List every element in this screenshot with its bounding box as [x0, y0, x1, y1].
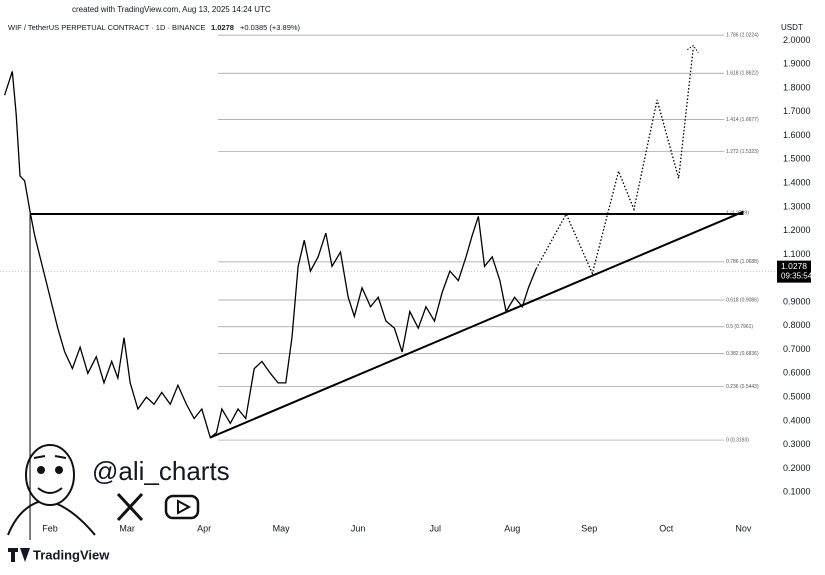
fib-label: 0.5 (0.7961) — [726, 324, 753, 330]
y-tick-label: 0.6000 — [783, 368, 811, 378]
currency: USDT — [781, 23, 803, 32]
brand: TradingView — [33, 547, 110, 562]
price-box-time: 09:35:54 — [781, 272, 813, 281]
watermark: @ali_charts — [92, 456, 230, 486]
y-tick-label: 0.1000 — [783, 487, 811, 497]
y-tick-label: 1.7000 — [783, 106, 811, 116]
price-line — [4, 71, 537, 439]
y-tick-label: 1.9000 — [783, 59, 811, 69]
y-tick-label: 2.0000 — [783, 35, 811, 45]
youtube-icon — [164, 494, 200, 520]
x-tick-label: May — [273, 523, 291, 533]
y-tick-label: 1.4000 — [783, 178, 811, 188]
x-tick-label: Mar — [119, 523, 135, 533]
created-note: created with TradingView.com, Aug 13, 20… — [72, 5, 271, 14]
tv-logo — [8, 548, 30, 562]
y-tick-label: 1.6000 — [783, 130, 811, 140]
fib-label: 1.618 (1.8622) — [726, 71, 759, 77]
fib-label: 0 (0.3193) — [726, 437, 749, 443]
y-tick-label: 0.8000 — [783, 320, 811, 330]
price-box-value: 1.0278 — [781, 261, 807, 271]
y-tick-label: 0.7000 — [783, 344, 811, 354]
y-tick-label: 0.9000 — [783, 296, 811, 306]
y-tick-label: 0.4000 — [783, 415, 811, 425]
y-tick-label: 1.1000 — [783, 249, 811, 259]
fib-label: 0.382 (0.6836) — [726, 351, 759, 357]
price-box — [777, 260, 811, 283]
y-tick-label: 1.5000 — [783, 154, 811, 164]
x-icon — [116, 492, 144, 522]
x-tick-label: Aug — [504, 523, 520, 533]
y-tick-label: 1.8000 — [783, 82, 811, 92]
x-tick-label: Apr — [197, 523, 211, 533]
fib-label: 1.786 (2.0224) — [726, 32, 759, 38]
projection-line — [535, 47, 694, 276]
fib-label: 0.786 (1.0688) — [726, 259, 759, 265]
support-line — [209, 210, 744, 439]
change: +0.0385 (+3.89%) — [240, 23, 301, 32]
x-tick-label: Feb — [42, 523, 58, 533]
x-tick-label: Oct — [659, 523, 674, 533]
y-tick-label: 0.2000 — [783, 463, 811, 473]
x-tick-label: Sep — [581, 523, 597, 533]
fib-label: 1.272 (1.5323) — [726, 149, 759, 155]
last-price-header: 1.0278 — [211, 23, 234, 32]
x-tick-label: Jun — [351, 523, 366, 533]
y-tick-label: 0.5000 — [783, 391, 811, 401]
fib-label: 1.414 (1.6677) — [726, 117, 759, 123]
symbol: WIF / TetherUS PERPETUAL CONTRACT · 1D ·… — [8, 23, 205, 32]
fib-label: 0.236 (0.5443) — [726, 384, 759, 390]
x-tick-label: Nov — [735, 523, 752, 533]
fib-label: 0.618 (0.9086) — [726, 297, 759, 303]
projection-arrow — [687, 44, 699, 53]
y-tick-label: 1.2000 — [783, 225, 811, 235]
y-tick-label: 0.3000 — [783, 439, 811, 449]
x-tick-label: Jul — [429, 523, 441, 533]
y-tick-label: 1.3000 — [783, 201, 811, 211]
